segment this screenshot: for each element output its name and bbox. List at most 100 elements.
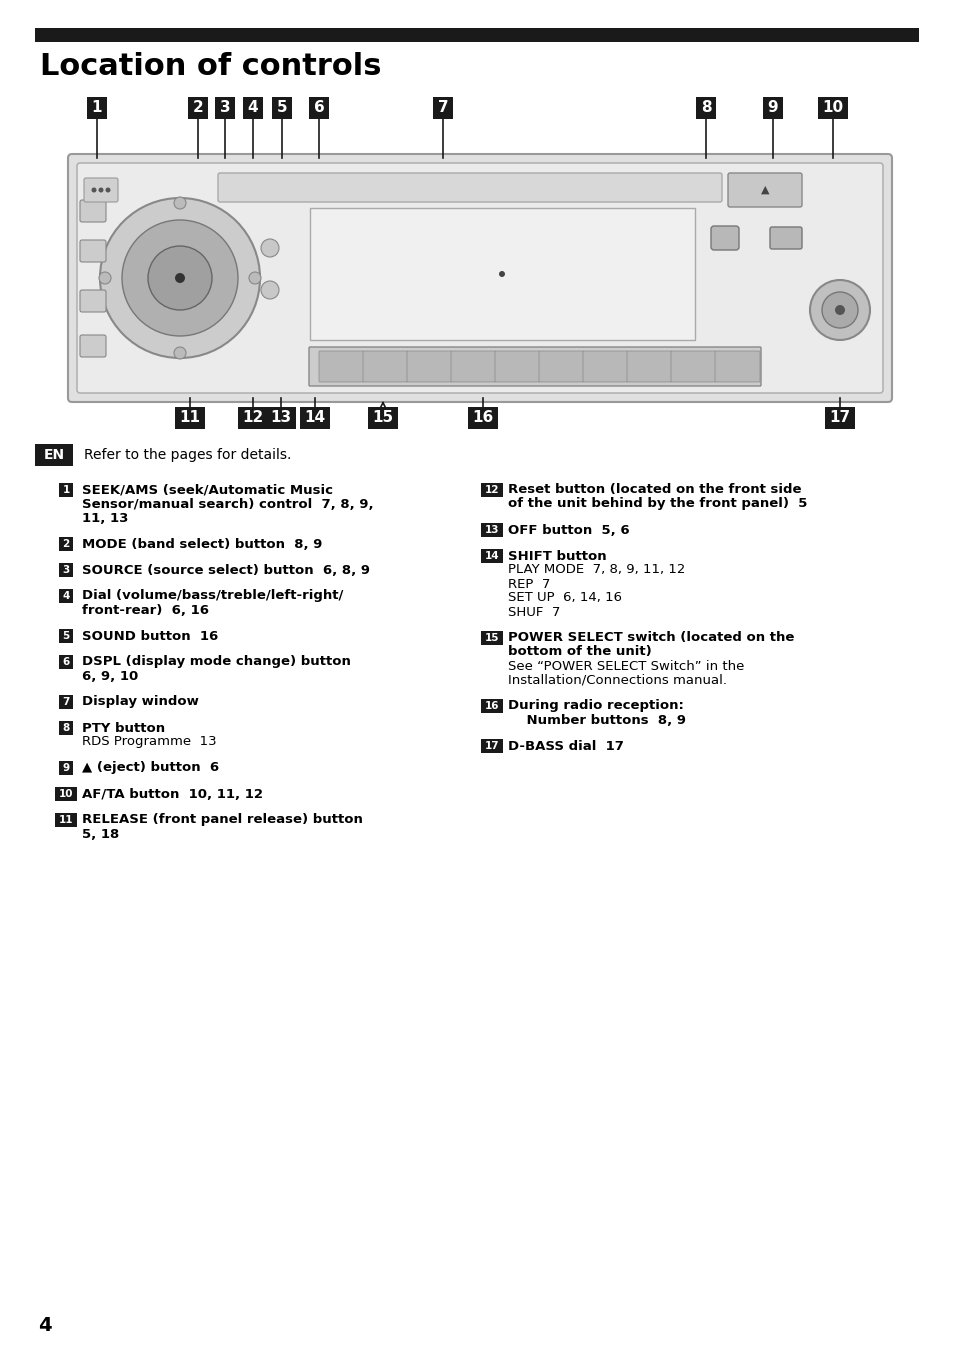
- Bar: [35, 28, 918, 42]
- Text: 4: 4: [248, 100, 258, 115]
- FancyBboxPatch shape: [714, 351, 760, 382]
- Text: front-rear)  6, 16: front-rear) 6, 16: [82, 603, 209, 617]
- Circle shape: [821, 291, 857, 328]
- Bar: [696, 98, 716, 119]
- Text: RDS Programme  13: RDS Programme 13: [82, 736, 216, 748]
- Bar: [480, 549, 502, 562]
- Text: 8: 8: [62, 724, 70, 733]
- FancyBboxPatch shape: [68, 154, 891, 402]
- Bar: [59, 629, 73, 644]
- Text: 15: 15: [484, 633, 498, 644]
- Text: 13: 13: [270, 411, 292, 425]
- Bar: [59, 654, 73, 669]
- Text: 7: 7: [437, 100, 448, 115]
- FancyBboxPatch shape: [626, 351, 671, 382]
- Text: POWER SELECT switch (located on the: POWER SELECT switch (located on the: [507, 631, 794, 645]
- FancyBboxPatch shape: [84, 178, 118, 202]
- Bar: [35, 444, 73, 466]
- Text: AF/TA button  10, 11, 12: AF/TA button 10, 11, 12: [82, 787, 263, 801]
- Circle shape: [122, 220, 237, 336]
- Text: 9: 9: [767, 100, 778, 115]
- FancyBboxPatch shape: [670, 351, 716, 382]
- Text: 13: 13: [484, 524, 498, 535]
- Text: Refer to the pages for details.: Refer to the pages for details.: [84, 449, 291, 462]
- Bar: [368, 406, 397, 430]
- Bar: [310, 209, 695, 340]
- FancyBboxPatch shape: [407, 351, 452, 382]
- Text: Dial (volume/bass/treble/left-right/: Dial (volume/bass/treble/left-right/: [82, 589, 343, 603]
- Text: ▲: ▲: [760, 186, 768, 195]
- Bar: [299, 406, 330, 430]
- Bar: [480, 738, 502, 753]
- Bar: [188, 98, 208, 119]
- Text: 2: 2: [193, 100, 203, 115]
- Text: PLAY MODE  7, 8, 9, 11, 12: PLAY MODE 7, 8, 9, 11, 12: [507, 564, 684, 576]
- Circle shape: [249, 272, 261, 285]
- Text: ▲ (eject) button  6: ▲ (eject) button 6: [82, 762, 219, 775]
- Text: SOURCE (source select) button  6, 8, 9: SOURCE (source select) button 6, 8, 9: [82, 564, 370, 576]
- Text: See “POWER SELECT Switch” in the: See “POWER SELECT Switch” in the: [507, 660, 743, 672]
- Bar: [266, 406, 295, 430]
- Text: 10: 10: [821, 100, 842, 115]
- Text: SOUND button  16: SOUND button 16: [82, 630, 218, 642]
- Text: 5, 18: 5, 18: [82, 828, 119, 840]
- Text: PTY button: PTY button: [82, 721, 165, 734]
- Text: MODE (band select) button  8, 9: MODE (band select) button 8, 9: [82, 538, 322, 550]
- FancyBboxPatch shape: [769, 228, 801, 249]
- Bar: [824, 406, 854, 430]
- Circle shape: [91, 187, 96, 192]
- Circle shape: [100, 198, 260, 358]
- Text: 12: 12: [242, 411, 263, 425]
- FancyBboxPatch shape: [451, 351, 496, 382]
- Text: 17: 17: [484, 741, 498, 751]
- Bar: [59, 589, 73, 603]
- FancyBboxPatch shape: [80, 201, 106, 222]
- Circle shape: [809, 280, 869, 340]
- FancyBboxPatch shape: [538, 351, 583, 382]
- Text: bottom of the unit): bottom of the unit): [507, 645, 651, 659]
- FancyBboxPatch shape: [80, 240, 106, 262]
- Circle shape: [261, 238, 278, 257]
- Bar: [237, 406, 268, 430]
- Text: 12: 12: [484, 485, 498, 495]
- Circle shape: [261, 280, 278, 299]
- Text: Installation/Connections manual.: Installation/Connections manual.: [507, 673, 726, 687]
- Circle shape: [174, 272, 185, 283]
- Bar: [480, 482, 502, 497]
- Text: D-BASS dial  17: D-BASS dial 17: [507, 740, 623, 752]
- Bar: [817, 98, 847, 119]
- Bar: [59, 537, 73, 551]
- Bar: [174, 406, 205, 430]
- Text: Number buttons  8, 9: Number buttons 8, 9: [507, 714, 685, 726]
- Bar: [433, 98, 453, 119]
- Text: RELEASE (front panel release) button: RELEASE (front panel release) button: [82, 813, 362, 827]
- Text: 4: 4: [62, 591, 70, 602]
- Bar: [480, 699, 502, 713]
- Bar: [59, 695, 73, 709]
- Text: 1: 1: [62, 485, 70, 495]
- Text: SET UP  6, 14, 16: SET UP 6, 14, 16: [507, 592, 621, 604]
- Bar: [480, 523, 502, 537]
- FancyBboxPatch shape: [80, 335, 106, 356]
- Bar: [59, 562, 73, 577]
- Bar: [59, 482, 73, 497]
- Bar: [468, 406, 497, 430]
- Circle shape: [148, 247, 212, 310]
- FancyBboxPatch shape: [80, 290, 106, 312]
- Text: 17: 17: [828, 411, 850, 425]
- Bar: [55, 787, 77, 801]
- Text: 5: 5: [62, 631, 70, 641]
- Text: 5: 5: [276, 100, 287, 115]
- Circle shape: [173, 347, 186, 359]
- Text: During radio reception:: During radio reception:: [507, 699, 683, 713]
- Bar: [214, 98, 234, 119]
- Text: 7: 7: [62, 696, 70, 707]
- Circle shape: [173, 196, 186, 209]
- Bar: [243, 98, 263, 119]
- FancyBboxPatch shape: [218, 173, 721, 202]
- Text: 14: 14: [304, 411, 325, 425]
- Text: Reset button (located on the front side: Reset button (located on the front side: [507, 484, 801, 496]
- Bar: [762, 98, 782, 119]
- Circle shape: [98, 187, 103, 192]
- Text: Sensor/manual search) control  7, 8, 9,: Sensor/manual search) control 7, 8, 9,: [82, 497, 374, 511]
